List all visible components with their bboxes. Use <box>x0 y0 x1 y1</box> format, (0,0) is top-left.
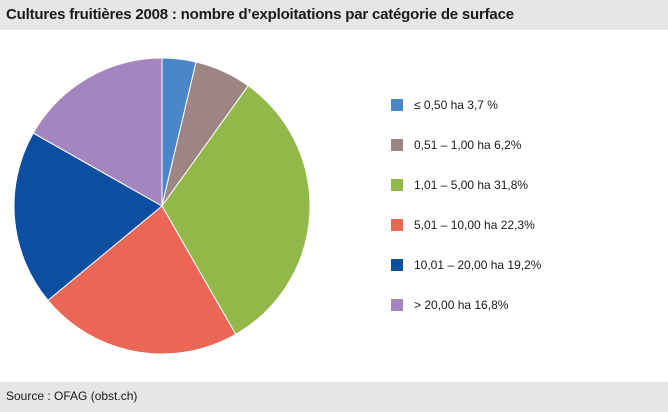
legend-label-5: 10,01 – 20,00 ha 19,2% <box>414 258 542 272</box>
legend: ≤ 0,50 ha 3,7 % 0,51 – 1,00 ha 6,2% 1,01 –… <box>391 98 542 312</box>
footer-bar <box>0 382 668 412</box>
legend-swatch-2 <box>391 139 403 151</box>
pie-slice-3 <box>161 85 311 336</box>
legend-swatch-3 <box>391 179 403 191</box>
legend-swatch-5 <box>391 259 403 271</box>
legend-label-6: > 20,00 ha 16,8% <box>414 298 509 312</box>
title-bar <box>0 0 668 30</box>
legend-label-3: 1,01 – 5,00 ha 31,8% <box>414 178 528 192</box>
legend-label-4: 5,01 – 10,00 ha 22,3% <box>414 218 535 232</box>
pie-slice-5 <box>13 132 163 302</box>
legend-label-2: 0,51 – 1,00 ha 6,2% <box>414 138 522 152</box>
pie-slice-4 <box>47 205 237 355</box>
pie-slices <box>13 57 311 355</box>
legend-label-1: ≤ 0,50 ha 3,7 % <box>414 98 498 112</box>
legend-swatch-6 <box>391 299 403 311</box>
source-note: Source : OFAG (obst.ch) <box>6 389 138 403</box>
chart-title: Cultures fruitières 2008 : nombre d’expl… <box>6 6 514 23</box>
legend-swatch-1 <box>391 99 403 111</box>
pie-slice-6 <box>32 57 163 207</box>
legend-swatch-4 <box>391 219 403 231</box>
